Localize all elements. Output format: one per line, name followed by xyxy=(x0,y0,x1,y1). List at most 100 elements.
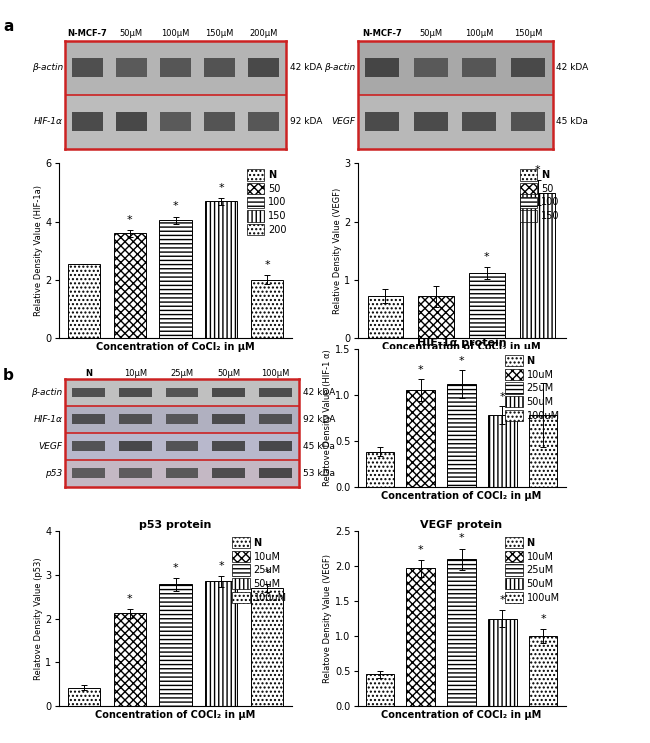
Y-axis label: Relatove Density Value (VEGF): Relatove Density Value (VEGF) xyxy=(323,554,332,683)
Bar xyxy=(65,95,286,149)
Y-axis label: Relative Density Value (VEGF): Relative Density Value (VEGF) xyxy=(333,188,341,314)
Text: HIF-1α: HIF-1α xyxy=(34,117,63,126)
Bar xyxy=(119,388,151,398)
Bar xyxy=(406,568,435,706)
Bar xyxy=(488,618,517,706)
Bar xyxy=(447,384,476,487)
Bar xyxy=(447,559,476,706)
Bar xyxy=(366,452,394,487)
Text: *: * xyxy=(265,260,270,270)
Text: 42 kDA: 42 kDA xyxy=(303,388,335,397)
Text: 53 kDa: 53 kDa xyxy=(303,469,335,478)
Bar xyxy=(358,95,552,149)
Text: 45 kDa: 45 kDa xyxy=(556,117,588,126)
Title: p53 protein: p53 protein xyxy=(139,520,212,531)
Bar xyxy=(116,112,147,132)
Bar xyxy=(529,415,557,487)
Bar xyxy=(413,112,448,132)
Bar xyxy=(511,112,545,132)
Text: 200μM: 200μM xyxy=(250,29,278,38)
Bar xyxy=(72,415,105,424)
Text: N-MCF-7: N-MCF-7 xyxy=(67,29,107,38)
Text: *: * xyxy=(499,392,505,402)
X-axis label: Concentration of CoCl₂ in μM: Concentration of CoCl₂ in μM xyxy=(382,343,541,352)
Text: *: * xyxy=(127,594,133,604)
Bar xyxy=(520,192,555,338)
Y-axis label: Relatove Density Value (HIF-1 α): Relatove Density Value (HIF-1 α) xyxy=(324,349,332,487)
Text: 92 kDA: 92 kDA xyxy=(289,117,322,126)
Text: β-actin: β-actin xyxy=(324,63,355,72)
Bar xyxy=(72,441,105,451)
Text: *: * xyxy=(218,561,224,571)
Legend: N, 50, 100, 150, 200: N, 50, 100, 150, 200 xyxy=(246,169,288,236)
Bar xyxy=(368,296,403,338)
Bar xyxy=(166,388,198,398)
Text: VEGF: VEGF xyxy=(38,442,62,451)
Text: 10μM: 10μM xyxy=(124,369,147,377)
Bar xyxy=(462,58,497,77)
Bar xyxy=(259,468,292,478)
Bar xyxy=(365,58,399,77)
Bar xyxy=(68,687,100,706)
Bar xyxy=(529,636,557,706)
Bar xyxy=(68,264,100,338)
Text: 25μM: 25μM xyxy=(170,369,194,377)
Text: VEGF: VEGF xyxy=(331,117,355,126)
Bar xyxy=(511,58,545,77)
Bar xyxy=(488,415,517,487)
Bar xyxy=(213,468,245,478)
Text: 50μM: 50μM xyxy=(120,29,143,38)
Bar xyxy=(213,415,245,424)
Text: *: * xyxy=(173,562,178,573)
Bar xyxy=(159,585,192,706)
Text: *: * xyxy=(218,183,224,192)
Bar xyxy=(65,406,299,432)
Text: 92 kDA: 92 kDA xyxy=(303,415,335,424)
Bar xyxy=(462,112,497,132)
Bar xyxy=(251,588,283,706)
Text: 100μM: 100μM xyxy=(161,29,190,38)
Bar xyxy=(205,582,237,706)
X-axis label: Concentration of COCl₂ in μM: Concentration of COCl₂ in μM xyxy=(96,710,255,720)
Bar xyxy=(166,415,198,424)
Text: 42 kDA: 42 kDA xyxy=(289,63,322,72)
X-axis label: Concentration of CoCl₂ in μM: Concentration of CoCl₂ in μM xyxy=(96,343,255,352)
Text: *: * xyxy=(540,614,546,624)
Text: 150μM: 150μM xyxy=(205,29,234,38)
Text: N: N xyxy=(85,369,92,377)
Text: *: * xyxy=(418,545,424,554)
Bar xyxy=(204,112,235,132)
Bar xyxy=(160,112,191,132)
Legend: N, 10uM, 25uM, 50uM, 100uM: N, 10uM, 25uM, 50uM, 100uM xyxy=(504,354,561,422)
Bar xyxy=(72,388,105,398)
Bar xyxy=(259,388,292,398)
Legend: N, 10uM, 25uM, 50uM, 100uM: N, 10uM, 25uM, 50uM, 100uM xyxy=(231,536,288,604)
Text: *: * xyxy=(499,595,505,605)
Text: *: * xyxy=(459,356,464,366)
Text: a: a xyxy=(3,19,14,33)
Bar xyxy=(469,273,504,338)
Bar xyxy=(65,379,299,406)
Bar xyxy=(365,112,399,132)
Title: VEGF protein: VEGF protein xyxy=(421,520,502,531)
Bar xyxy=(119,415,151,424)
Legend: N, 50, 100, 150: N, 50, 100, 150 xyxy=(519,169,561,222)
Bar xyxy=(119,441,151,451)
Text: 50μM: 50μM xyxy=(217,369,240,377)
Bar xyxy=(406,391,435,487)
Text: β-actin: β-actin xyxy=(31,388,62,397)
Text: b: b xyxy=(3,368,14,383)
Text: 45 kDa: 45 kDa xyxy=(303,442,335,451)
Text: 150μM: 150μM xyxy=(514,29,542,38)
Legend: N, 10uM, 25uM, 50uM, 100uM: N, 10uM, 25uM, 50uM, 100uM xyxy=(504,536,561,604)
Text: 42 kDA: 42 kDA xyxy=(556,63,589,72)
Bar xyxy=(251,280,283,338)
Text: *: * xyxy=(173,201,178,212)
Text: *: * xyxy=(127,215,133,224)
X-axis label: Concentration of COCl₂ in μM: Concentration of COCl₂ in μM xyxy=(382,491,541,501)
Bar xyxy=(205,201,237,338)
Bar xyxy=(213,441,245,451)
Bar xyxy=(248,58,280,77)
Text: 50μM: 50μM xyxy=(419,29,442,38)
Bar xyxy=(72,112,103,132)
